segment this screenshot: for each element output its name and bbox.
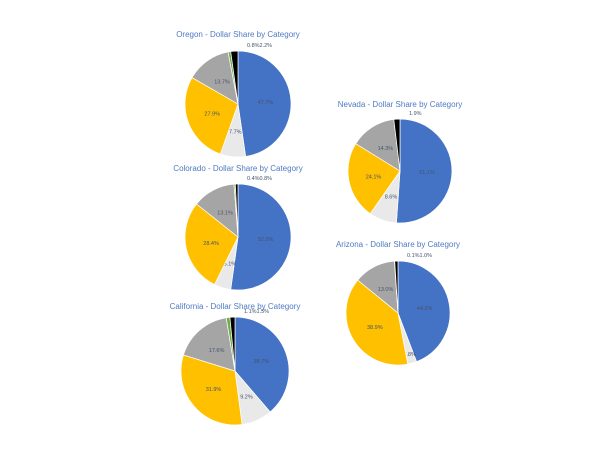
chart-title-oregon: Oregon - Dollar Share by Category <box>176 30 300 39</box>
outside-slice-labels: 0.8%2.2% <box>247 43 272 49</box>
outside-slice-labels: 1.9% <box>409 111 422 117</box>
slice-label-blue: 52.2% <box>258 237 274 243</box>
pie-slice-gray[interactable] <box>183 317 236 372</box>
pie-slice-blue[interactable] <box>234 316 290 413</box>
pie-slice-blue[interactable] <box>396 118 453 224</box>
slice-label-orange: 24.1% <box>366 175 382 181</box>
slice-label-light-gray: 7.7% <box>229 129 242 135</box>
chart-nevada[interactable]: 51.1% 8.6% 24.1% 14.3% 1.9% Nevada - Dollar S… <box>338 100 463 224</box>
outside-slice-labels: 0.4%0.8% <box>247 176 272 182</box>
pie-slice-black[interactable] <box>230 50 239 105</box>
pie-slice-black[interactable] <box>394 260 399 314</box>
slice-label-light-gray: 2.8% <box>403 352 416 358</box>
slice-label-blue: 38.7% <box>253 359 269 365</box>
slice-label-orange: 38.9% <box>367 325 383 331</box>
slice-label-blue: 44.2% <box>417 306 433 312</box>
outside-slice-labels: 0.1%1.0% <box>407 253 432 259</box>
pie-slice-orange[interactable] <box>180 354 243 426</box>
slice-label-orange: 31.9% <box>206 387 222 393</box>
slice-label-orange: 27.9% <box>204 112 220 118</box>
pie-slice-black[interactable] <box>234 183 239 238</box>
slice-label-blue: 51.1% <box>419 170 435 176</box>
chart-title-arizona: Arizona - Dollar Share by Category <box>336 240 460 249</box>
chart-california[interactable]: 38.7% 9.2% 31.9% 17.6% 1.1%1.5%California - … <box>170 302 301 426</box>
slice-label-light-gray: 5.1% <box>224 261 237 267</box>
slice-label-gray: 13.1% <box>217 211 233 217</box>
pie-slice-blue[interactable] <box>237 50 292 157</box>
slice-label-gray: 13.7% <box>214 80 230 86</box>
chart-oregon[interactable]: 47.7% 7.7% 27.9% 13.7% 0.8%2.2% Oregon - Doll… <box>176 30 300 158</box>
slice-label-gray: 17.6% <box>209 348 225 354</box>
slice-label-orange: 28.4% <box>203 241 219 247</box>
slice-label-gray: 13.0% <box>378 287 394 293</box>
pie-slice-orange[interactable] <box>345 279 409 366</box>
pie-slice-black[interactable] <box>229 316 236 372</box>
chart-arizona[interactable]: 44.2% 2.8% 38.9% 13.0% 0.1%1.0% Arizona - Dol… <box>336 240 460 366</box>
slice-label-light-gray: 8.6% <box>385 195 398 201</box>
outside-slice-labels: 1.1%1.5% <box>244 309 269 315</box>
pie-slice-orange[interactable] <box>184 203 239 285</box>
pie-slice-blue[interactable] <box>397 260 451 363</box>
chart-title-california: California - Dollar Share by Category <box>170 302 301 311</box>
pie-slice-black[interactable] <box>393 118 401 172</box>
chart-title-nevada: Nevada - Dollar Share by Category <box>338 100 463 109</box>
slice-label-light-gray: 9.2% <box>240 395 253 401</box>
slice-label-gray: 14.3% <box>378 146 394 152</box>
chart-title-colorado: Colorado - Dollar Share by Category <box>173 164 302 173</box>
slice-label-blue: 47.7% <box>258 100 274 106</box>
chart-colorado[interactable]: 52.2% 5.1% 28.4% 13.1% 0.4%0.8% Colorado - Do… <box>173 164 303 291</box>
pie-slice-orange[interactable] <box>347 143 401 215</box>
pie-slice-blue[interactable] <box>230 183 292 291</box>
